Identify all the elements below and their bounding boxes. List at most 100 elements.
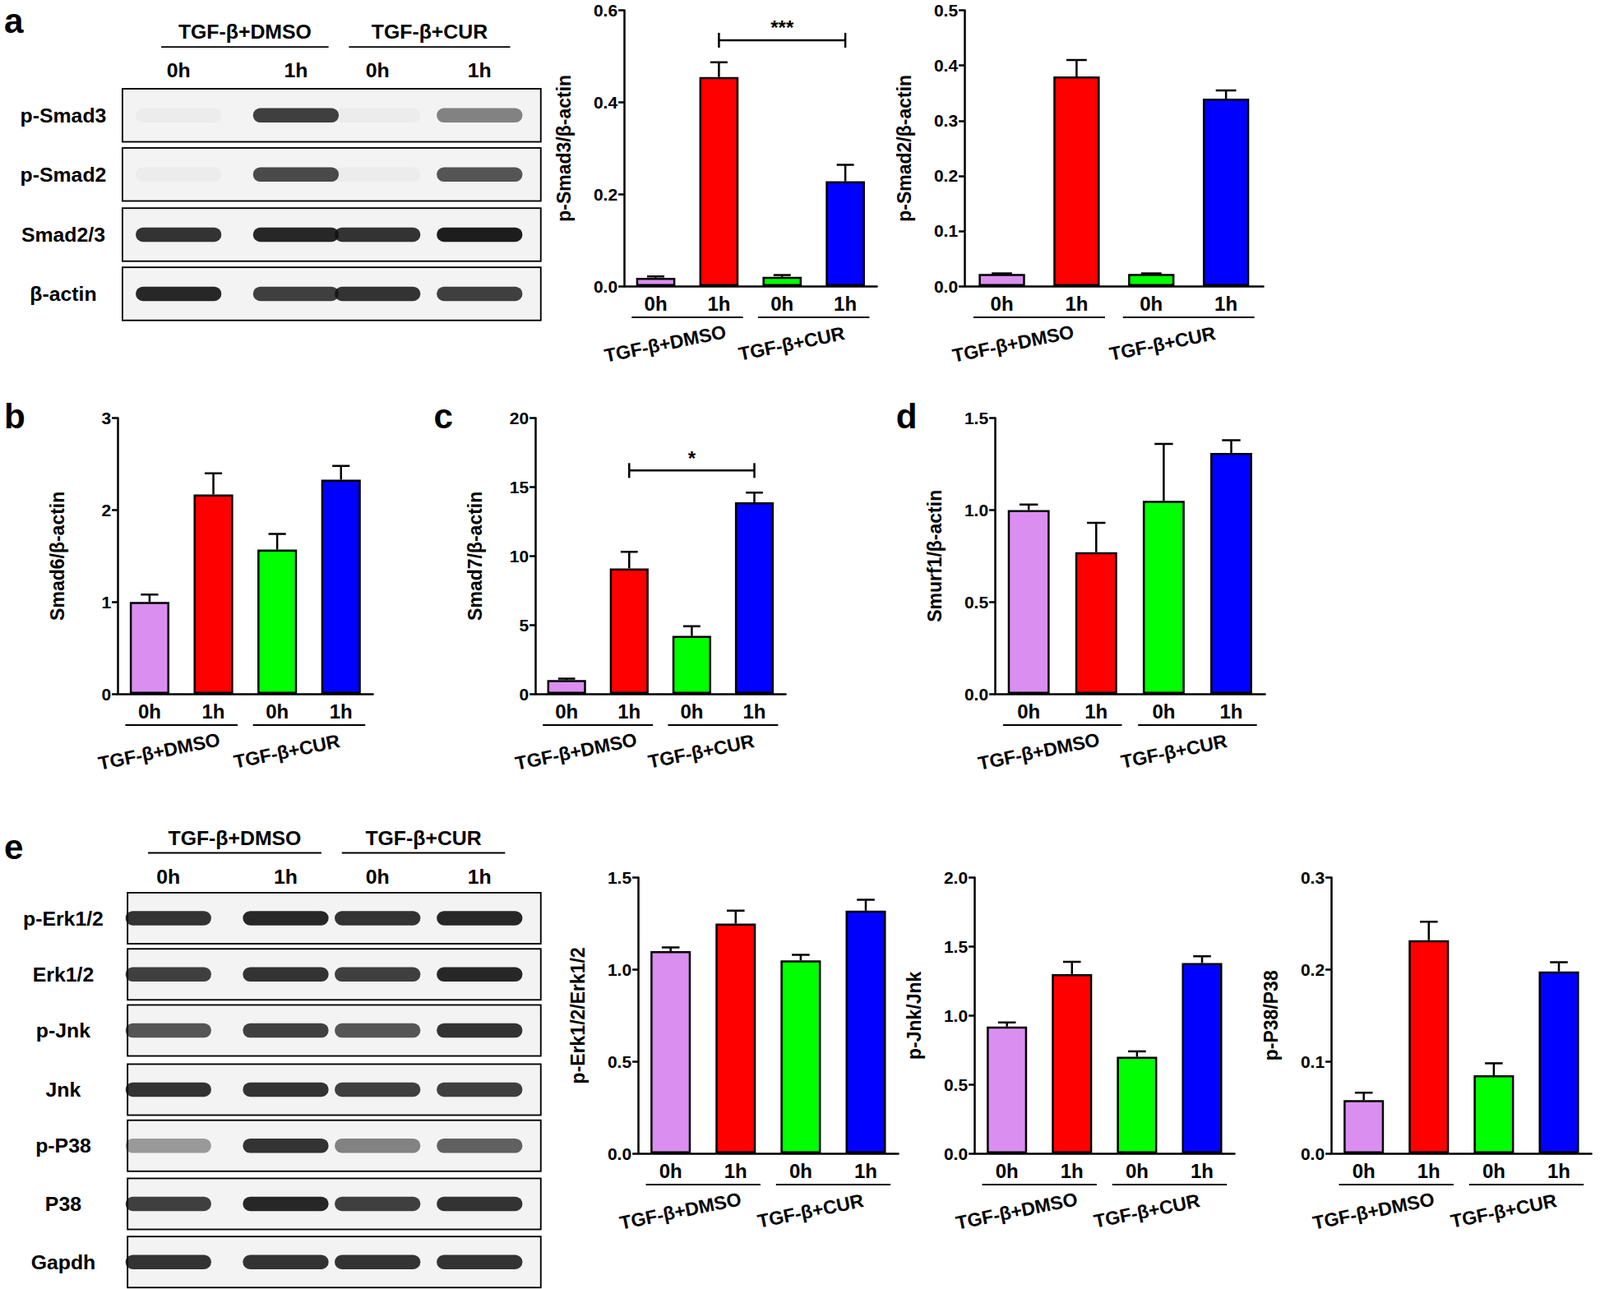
svg-text:0h: 0h: [1151, 701, 1175, 724]
svg-text:p-P38: p-P38: [35, 1134, 92, 1157]
svg-text:1h: 1h: [1219, 701, 1243, 724]
svg-text:0.1: 0.1: [1300, 1051, 1326, 1071]
svg-text:1h: 1h: [467, 59, 492, 82]
svg-text:1h: 1h: [467, 865, 492, 888]
svg-text:TGF-β+CUR: TGF-β+CUR: [647, 730, 758, 773]
svg-text:0h: 0h: [644, 292, 668, 315]
svg-text:0h: 0h: [365, 59, 390, 82]
svg-text:TGF-β+DMSO: TGF-β+DMSO: [602, 320, 728, 366]
svg-text:TGF-β+CUR: TGF-β+CUR: [1119, 730, 1230, 773]
svg-text:TGF-β+CUR: TGF-β+CUR: [365, 827, 481, 850]
svg-text:1h: 1h: [1060, 1160, 1084, 1183]
svg-text:1h: 1h: [723, 1160, 747, 1183]
svg-text:0h: 0h: [1482, 1160, 1506, 1183]
svg-text:1.0: 1.0: [943, 1006, 968, 1026]
svg-text:1.0: 1.0: [964, 500, 989, 520]
svg-text:1.0: 1.0: [606, 960, 631, 980]
svg-text:TGF-β+DMSO: TGF-β+DMSO: [178, 20, 312, 43]
svg-text:0.4: 0.4: [593, 92, 619, 112]
svg-text:20: 20: [509, 408, 529, 428]
svg-text:0.3: 0.3: [1300, 868, 1325, 888]
svg-text:0.0: 0.0: [593, 276, 618, 296]
svg-text:TGF-β+DMSO: TGF-β+DMSO: [953, 1188, 1079, 1234]
svg-text:0h: 0h: [995, 1160, 1019, 1183]
svg-text:0: 0: [519, 684, 530, 704]
svg-text:0.5: 0.5: [606, 1051, 632, 1071]
svg-text:β-actin: β-actin: [29, 282, 97, 306]
svg-text:10: 10: [509, 546, 529, 566]
svg-text:0.5: 0.5: [943, 1074, 969, 1094]
svg-text:1h: 1h: [1214, 292, 1238, 315]
svg-text:TGF-β+DMSO: TGF-β+DMSO: [96, 729, 222, 775]
svg-text:*: *: [688, 447, 697, 470]
svg-text:2.0: 2.0: [943, 868, 968, 888]
svg-text:p-P38/P38: p-P38/P38: [1260, 970, 1282, 1061]
svg-text:Smad7/β-actin: Smad7/β-actin: [464, 491, 486, 621]
svg-text:1h: 1h: [743, 701, 767, 724]
svg-text:Erk1/2: Erk1/2: [32, 963, 94, 986]
svg-text:Gapdh: Gapdh: [31, 1251, 97, 1274]
svg-text:0h: 0h: [771, 292, 795, 315]
svg-text:0.2: 0.2: [934, 166, 958, 185]
svg-text:1h: 1h: [854, 1160, 878, 1183]
svg-text:p-Smad2/β-actin: p-Smad2/β-actin: [892, 74, 915, 222]
svg-text:b: b: [4, 397, 26, 436]
svg-text:TGF-β+DMSO: TGF-β+DMSO: [513, 729, 639, 775]
svg-text:TGF-β+DMSO: TGF-β+DMSO: [1311, 1188, 1437, 1234]
svg-text:0h: 0h: [1017, 701, 1041, 724]
svg-text:TGF-β+DMSO: TGF-β+DMSO: [617, 1188, 743, 1234]
svg-text:0.2: 0.2: [1300, 960, 1325, 980]
svg-text:15: 15: [509, 477, 530, 497]
svg-text:TGF-β+CUR: TGF-β+CUR: [1448, 1189, 1559, 1233]
svg-text:0.1: 0.1: [934, 221, 959, 241]
svg-text:0h: 0h: [788, 1160, 812, 1183]
svg-text:1h: 1h: [1064, 292, 1088, 315]
svg-text:0.3: 0.3: [934, 110, 958, 130]
svg-text:0h: 0h: [156, 865, 181, 888]
svg-text:0h: 0h: [555, 701, 579, 724]
svg-text:0.4: 0.4: [934, 55, 959, 75]
svg-text:0h: 0h: [365, 865, 390, 888]
svg-text:1h: 1h: [707, 292, 731, 315]
svg-text:1h: 1h: [1547, 1160, 1571, 1183]
svg-text:1h: 1h: [273, 865, 298, 888]
svg-text:0h: 0h: [1125, 1160, 1149, 1183]
svg-text:0.2: 0.2: [593, 184, 618, 204]
svg-text:1h: 1h: [1417, 1160, 1441, 1183]
svg-text:0h: 0h: [1139, 292, 1163, 315]
svg-text:0h: 0h: [265, 701, 289, 724]
svg-text:TGF-β+CUR: TGF-β+CUR: [1091, 1189, 1203, 1233]
svg-text:0: 0: [101, 684, 111, 704]
svg-text:1h: 1h: [1190, 1160, 1214, 1183]
svg-text:Smad6/β-actin: Smad6/β-actin: [46, 491, 68, 621]
svg-text:1.5: 1.5: [606, 868, 632, 888]
svg-text:d: d: [896, 397, 918, 436]
svg-text:TGF-β+DMSO: TGF-β+DMSO: [167, 827, 301, 850]
svg-text:TGF-β+CUR: TGF-β+CUR: [1107, 322, 1218, 366]
svg-text:0.0: 0.0: [964, 684, 989, 704]
svg-text:1h: 1h: [283, 59, 308, 82]
svg-text:0.5: 0.5: [934, 0, 959, 20]
svg-text:TGF-β+CUR: TGF-β+CUR: [755, 1189, 866, 1233]
svg-text:p-Jnk: p-Jnk: [36, 1019, 91, 1042]
svg-text:p-Smad2: p-Smad2: [20, 163, 107, 186]
svg-text:P38: P38: [45, 1193, 82, 1216]
svg-text:0.0: 0.0: [934, 276, 958, 296]
svg-text:1h: 1h: [618, 701, 642, 724]
svg-text:Smurf1/β-actin: Smurf1/β-actin: [924, 490, 946, 623]
svg-text:0.0: 0.0: [606, 1143, 631, 1163]
svg-text:p-Smad3: p-Smad3: [20, 104, 107, 127]
svg-text:0h: 0h: [989, 292, 1013, 315]
svg-text:p-Smad3/β-actin: p-Smad3/β-actin: [553, 74, 575, 222]
svg-text:1.5: 1.5: [964, 408, 990, 428]
svg-text:0h: 0h: [138, 701, 162, 724]
svg-text:0.6: 0.6: [593, 0, 618, 20]
svg-text:TGF-β+DMSO: TGF-β+DMSO: [950, 320, 1076, 366]
svg-text:e: e: [4, 827, 24, 867]
svg-text:TGF-β+CUR: TGF-β+CUR: [736, 322, 847, 366]
svg-text:TGF-β+CUR: TGF-β+CUR: [371, 20, 488, 43]
svg-text:TGF-β+CUR: TGF-β+CUR: [231, 730, 343, 773]
svg-text:0.0: 0.0: [1300, 1143, 1325, 1163]
svg-text:5: 5: [519, 615, 530, 635]
svg-text:***: ***: [771, 16, 796, 39]
